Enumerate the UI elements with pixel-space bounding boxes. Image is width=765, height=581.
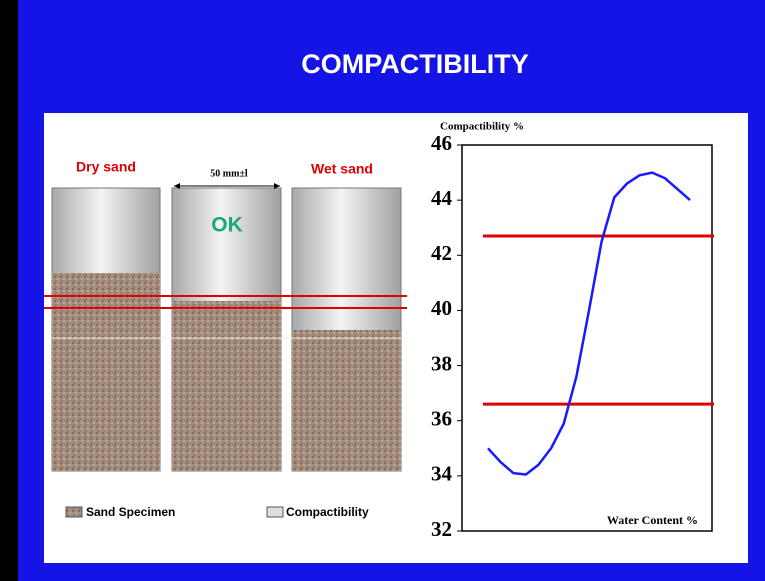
y-tick-label: 46 bbox=[431, 131, 452, 155]
y-tick-label: 36 bbox=[431, 407, 452, 431]
x-axis-label: Water Content % bbox=[607, 513, 698, 527]
y-tick-label: 32 bbox=[431, 517, 452, 541]
sand-fill bbox=[292, 330, 401, 471]
y-tick-label: 44 bbox=[431, 186, 453, 210]
sand-fill bbox=[52, 273, 160, 471]
legend-swatch bbox=[267, 507, 283, 517]
slide-title: COMPACTIBILITY bbox=[301, 49, 528, 79]
slide: COMPACTIBILITY Dry sand Wet sand OK 50 m… bbox=[0, 0, 765, 581]
ok-label: OK bbox=[211, 214, 243, 237]
wet-label: Wet sand bbox=[311, 161, 373, 177]
legend-sand: Sand Specimen bbox=[86, 505, 175, 519]
left-strip bbox=[0, 0, 18, 581]
y-tick-label: 40 bbox=[431, 296, 452, 320]
legend-compactibility: Compactibility bbox=[286, 505, 369, 519]
chart-title: Compactibility % bbox=[440, 121, 524, 133]
y-tick-label: 42 bbox=[431, 241, 452, 265]
sand-fill bbox=[172, 301, 281, 471]
y-tick-label: 34 bbox=[431, 462, 453, 486]
dry-label: Dry sand bbox=[76, 159, 136, 175]
legend-swatch bbox=[66, 507, 82, 517]
dimension-label: 50 mm±l bbox=[210, 168, 248, 179]
y-tick-label: 38 bbox=[431, 351, 452, 375]
